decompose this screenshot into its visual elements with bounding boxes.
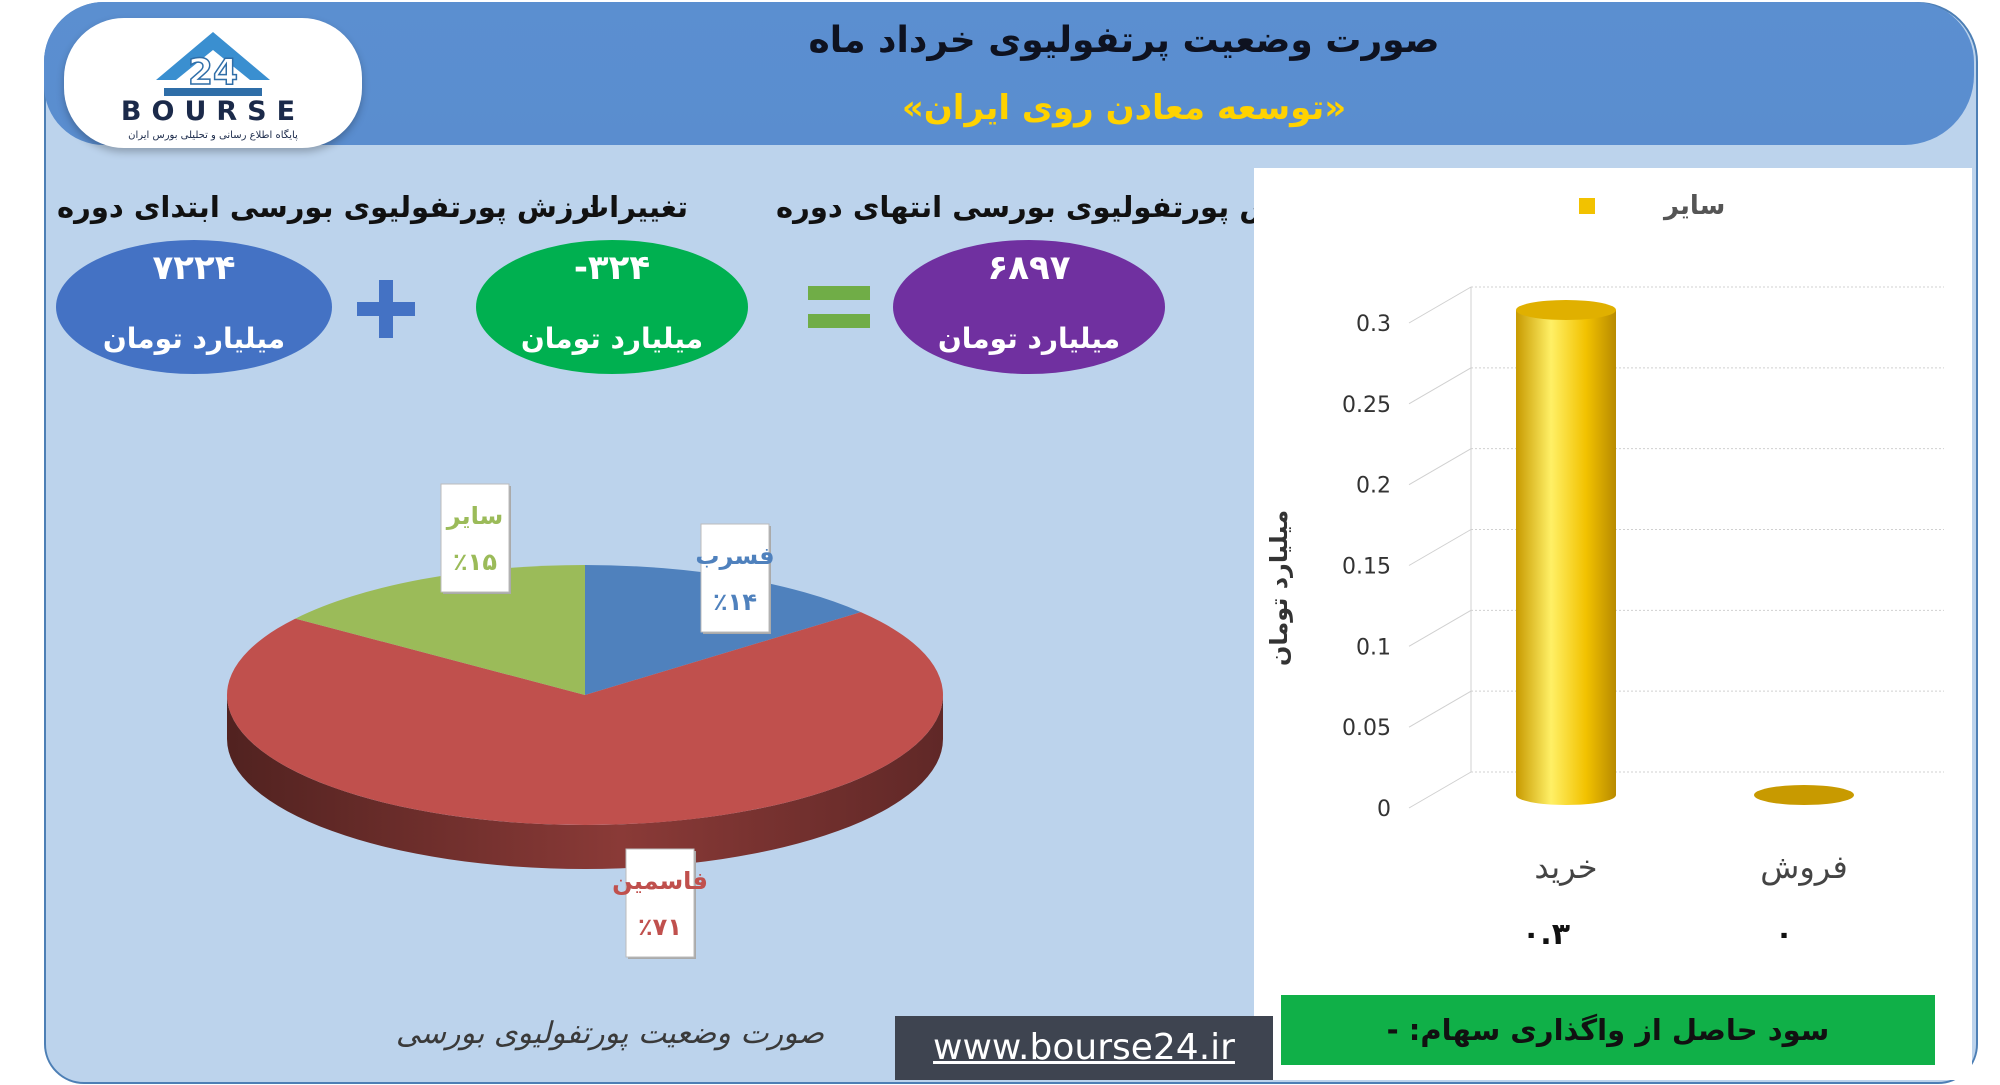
grid-diag-1 <box>1408 690 1472 728</box>
end-value: ۶۸۹۷ <box>987 248 1071 288</box>
company-name: «توسعه معادن روی ایران» <box>901 88 1347 128</box>
start-value: ۷۲۲۴ <box>152 248 236 288</box>
data-label-0: ۰.۳ <box>1522 917 1570 952</box>
equals-icon <box>808 286 870 328</box>
x-category-0: خرید <box>1534 848 1597 886</box>
y-tick-4: 0.2 <box>1356 474 1391 499</box>
change-unit: میلیارد تومان <box>520 322 704 355</box>
grid-diag-3 <box>1408 529 1472 566</box>
x-category-1: فروش <box>1760 848 1847 886</box>
y-tick-6: 0.3 <box>1356 312 1391 337</box>
start-value-oval: ۷۲۲۴ میلیارد تومان <box>56 240 332 374</box>
pie-slice-2 <box>295 565 585 695</box>
plus-icon <box>357 280 415 338</box>
logo-mark-icon: 24 <box>156 32 270 96</box>
grid-diag-2 <box>1408 609 1472 647</box>
pie-label-name-1: فاسمین <box>612 867 708 895</box>
pie-label-0: فسرب ٪۱۴ <box>695 523 775 634</box>
grid-diag-5 <box>1408 367 1472 405</box>
pie-label-1: فاسمین ٪۷۱ <box>612 848 708 959</box>
y-tick-1: 0.05 <box>1342 716 1391 741</box>
end-value-unit: میلیارد تومان <box>937 322 1121 355</box>
header-banner: صورت وضعیت پرتفولیوی خرداد ماه «توسعه مع… <box>44 2 1974 145</box>
start-value-unit: میلیارد تومان <box>102 322 286 355</box>
pie-slice-side-1 <box>227 695 943 869</box>
y-tick-2: 0.1 <box>1356 635 1391 660</box>
pie-label-name-2: سایر <box>446 502 504 530</box>
bar-0 <box>1516 300 1616 805</box>
pie-label-value-0: ٪۱۴ <box>713 588 757 616</box>
grid-diag-6 <box>1408 286 1472 324</box>
legend-swatch <box>1579 198 1595 214</box>
start-value-label: ارزش پورتفولیوی بورسی ابتدای دوره <box>57 190 601 224</box>
change-label: تغییرات <box>580 190 689 224</box>
grid-diag-4 <box>1408 448 1472 486</box>
y-axis-label: میلیارد تومان <box>1265 510 1293 666</box>
data-label-1: ۰ <box>1775 917 1793 952</box>
legend-label: سایر <box>1662 191 1725 221</box>
profit-banner: سود حاصل از واگذاری سهام: - <box>1281 995 1935 1065</box>
grid-diag-0 <box>1408 771 1472 809</box>
logo-wordmark: BOURSE <box>120 96 306 127</box>
end-value-oval: ۶۸۹۷ میلیارد تومان <box>893 240 1165 374</box>
bar-1 <box>1754 785 1854 805</box>
change-value: -۳۲۴ <box>573 248 651 288</box>
site-url-link[interactable]: www.bourse24.ir <box>895 1016 1273 1080</box>
y-tick-3: 0.15 <box>1342 555 1391 580</box>
end-value-label: ارزش پورتفولیوی بورسی انتهای دوره <box>776 190 1323 224</box>
pie-caption: صورت وضعیت پورتفولیوی بورسی <box>395 1016 825 1051</box>
pie-label-name-0: فسرب <box>695 542 774 570</box>
page-title: صورت وضعیت پرتفولیوی خرداد ماه <box>808 20 1440 61</box>
bourse24-logo[interactable]: 24 BOURSE پایگاه اطلاع رسانی و تحلیلی بو… <box>64 18 362 148</box>
y-tick-5: 0.25 <box>1342 393 1391 418</box>
pie-slice-1 <box>227 612 943 825</box>
pie-chart: فسرب ٪۱۴ فاسمین ٪۷۱ سایر ٪۱۵ <box>227 483 943 959</box>
pie-label-2: سایر ٪۱۵ <box>440 483 511 594</box>
pie-label-value-2: ٪۱۵ <box>453 548 497 576</box>
change-oval: -۳۲۴ میلیارد تومان <box>476 240 748 374</box>
logo-mark-text: 24 <box>188 52 238 93</box>
y-tick-0: 0 <box>1377 797 1391 822</box>
logo-tagline: پایگاه اطلاع رسانی و تحلیلی بورس ایران <box>128 130 298 141</box>
pie-label-value-1: ٪۷۱ <box>638 913 682 941</box>
bar-chart: 0 0.05 0.1 0.15 0.2 0.25 0.3 خرید ۰.۳ فروش ۰ سایر… <box>1265 191 1944 952</box>
